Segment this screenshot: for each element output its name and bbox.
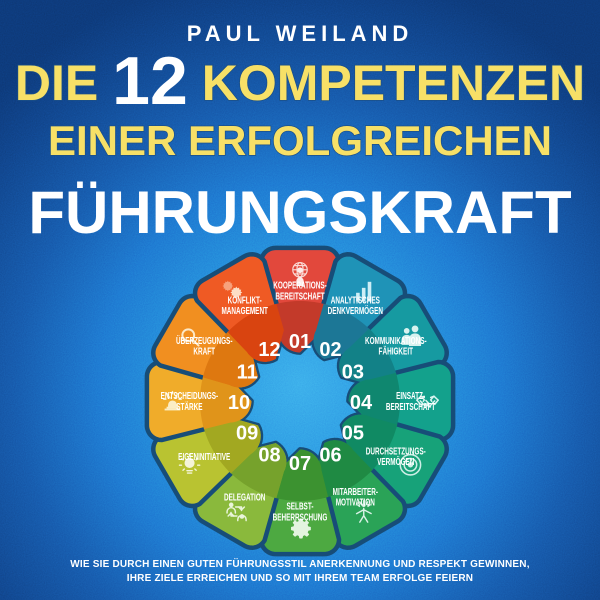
svg-text:DELEGATION: DELEGATION [224,492,265,503]
svg-text:05: 05 [342,422,364,444]
svg-text:VERMÖGEN: VERMÖGEN [377,456,414,468]
svg-text:ÜBERZEUGUNGS-: ÜBERZEUGUNGS- [176,334,233,346]
svg-text:MANAGEMENT: MANAGEMENT [221,306,268,317]
svg-text:BEHERRSCHUNG: BEHERRSCHUNG [273,512,328,523]
svg-text:MOTIVATION: MOTIVATION [336,497,375,508]
svg-text:FÄHIGKEIT: FÄHIGKEIT [379,345,413,357]
svg-text:06: 06 [319,445,341,467]
svg-text:STÄRKE: STÄRKE [176,400,203,412]
svg-text:01: 01 [289,331,311,353]
svg-text:DURCHSETZUNGS-: DURCHSETZUNGS- [366,446,426,457]
svg-text:KONFLIKT-: KONFLIKT- [228,295,262,306]
svg-text:ENTSCHEIDUNGS-: ENTSCHEIDUNGS- [161,391,219,402]
svg-text:07: 07 [289,453,311,475]
svg-text:MITARBEITER-: MITARBEITER- [333,487,379,498]
svg-text:03: 03 [342,361,364,383]
svg-text:BEREITSCHAFT: BEREITSCHAFT [386,402,435,413]
svg-text:KOOPERATIONS-: KOOPERATIONS- [273,280,327,291]
svg-text:EINSATZ-: EINSATZ- [396,391,425,402]
svg-text:KOMMUNIKATIONS-: KOMMUNIKATIONS- [365,336,427,347]
svg-text:09: 09 [236,422,258,444]
svg-text:DENKVERMÖGEN: DENKVERMÖGEN [328,305,383,317]
svg-text:BEREITSCHAFT: BEREITSCHAFT [275,291,324,302]
svg-text:08: 08 [258,445,280,467]
svg-text:04: 04 [350,392,373,414]
svg-text:12: 12 [258,339,280,361]
svg-text:11: 11 [237,361,258,383]
svg-text:EIGENINITIATIVE: EIGENINITIATIVE [178,452,230,463]
svg-text:SELBST-: SELBST- [287,501,314,512]
svg-text:ANALYTISCHES: ANALYTISCHES [331,295,381,306]
svg-text:10: 10 [228,392,250,414]
svg-text:KRAFT: KRAFT [193,346,215,357]
svg-text:02: 02 [319,339,341,361]
